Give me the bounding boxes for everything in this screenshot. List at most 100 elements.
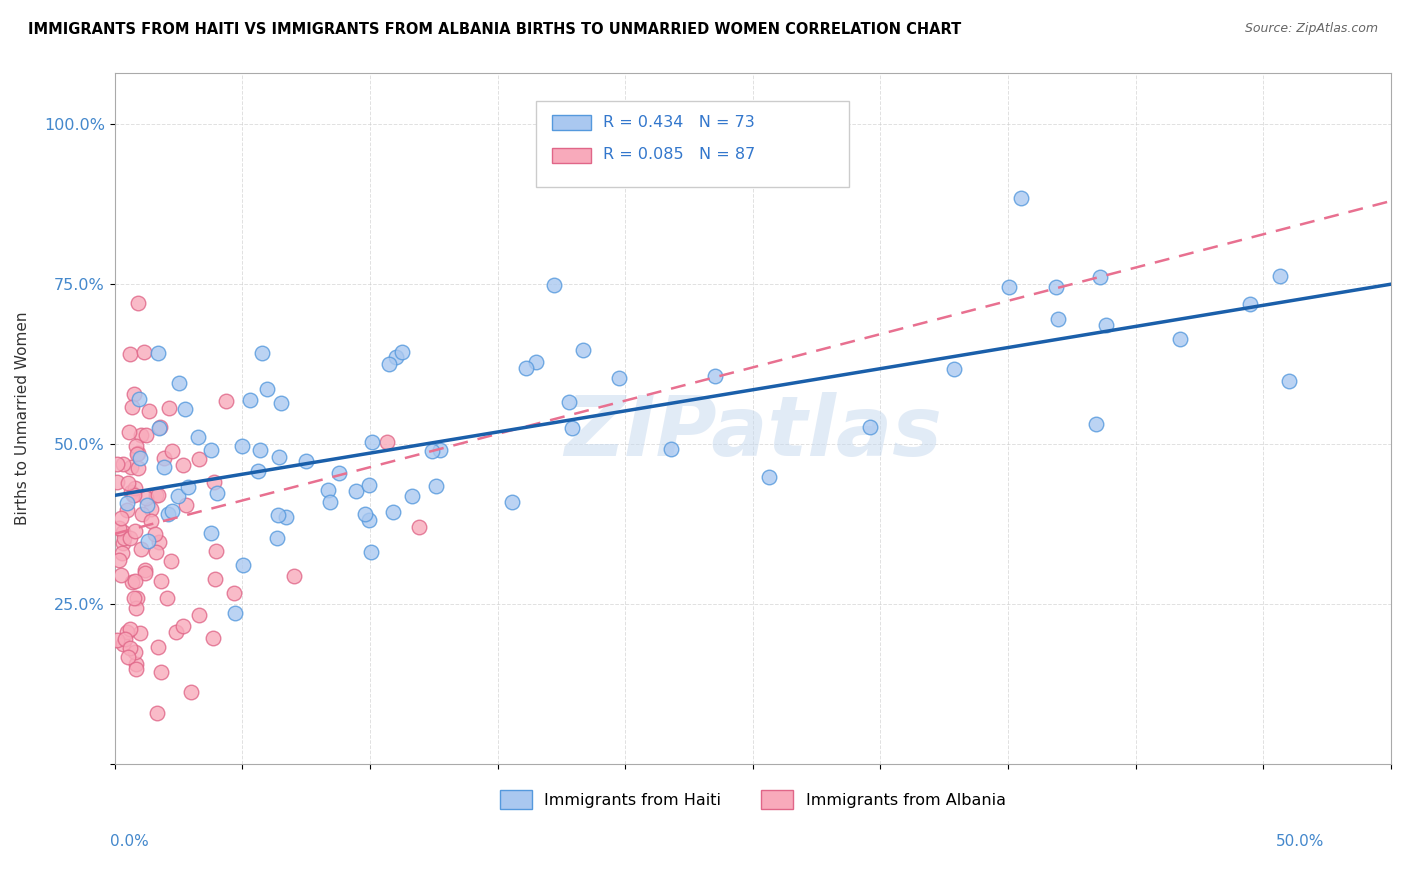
Point <box>127 296 149 310</box>
Point <box>129 427 152 442</box>
Point <box>359 477 381 491</box>
Point <box>124 645 146 659</box>
Point <box>120 460 142 475</box>
Point <box>543 278 565 293</box>
Point <box>122 591 145 606</box>
Point <box>148 421 170 435</box>
Point <box>129 541 152 556</box>
Point <box>128 392 150 406</box>
Point <box>187 608 209 623</box>
Point <box>239 392 262 407</box>
FancyBboxPatch shape <box>536 101 849 187</box>
Point <box>200 525 222 540</box>
Y-axis label: Births to Unmarried Women: Births to Unmarried Women <box>15 312 30 525</box>
Point <box>122 488 145 502</box>
Point <box>115 503 138 517</box>
Point <box>134 566 156 580</box>
Point <box>267 508 290 522</box>
Point <box>148 535 170 549</box>
Point <box>250 346 273 360</box>
Point <box>136 534 159 549</box>
Point <box>135 491 157 505</box>
Point <box>127 591 149 605</box>
Point <box>129 451 152 466</box>
Point <box>232 558 254 573</box>
Point <box>319 495 342 509</box>
Point <box>105 632 128 647</box>
Point <box>1239 296 1261 310</box>
Point <box>117 476 139 491</box>
Point <box>357 513 380 527</box>
Point <box>283 569 305 583</box>
Point <box>121 574 143 589</box>
Point <box>125 662 148 676</box>
Point <box>998 280 1021 294</box>
Point <box>118 623 141 637</box>
Point <box>408 520 430 534</box>
Point <box>173 402 195 417</box>
Point <box>146 706 169 720</box>
Point <box>501 495 523 509</box>
Point <box>1168 332 1191 346</box>
Point <box>111 637 134 651</box>
Point <box>134 563 156 577</box>
Point <box>215 393 238 408</box>
Point <box>1268 268 1291 283</box>
Point <box>524 354 547 368</box>
Point <box>149 420 172 434</box>
Point <box>129 626 152 640</box>
Text: ZIPatlas: ZIPatlas <box>564 392 942 473</box>
Point <box>127 460 149 475</box>
Point <box>269 450 291 464</box>
Point <box>139 514 162 528</box>
Point <box>117 425 139 439</box>
Point <box>121 401 143 415</box>
Point <box>105 475 128 489</box>
Point <box>160 444 183 458</box>
Legend: Immigrants from Haiti, Immigrants from Albania: Immigrants from Haiti, Immigrants from A… <box>494 784 1012 815</box>
Point <box>131 507 153 521</box>
Point <box>222 585 245 599</box>
Point <box>378 357 401 371</box>
Point <box>108 521 131 535</box>
Point <box>295 453 318 467</box>
Point <box>382 505 405 519</box>
Point <box>704 368 727 383</box>
Point <box>125 439 148 453</box>
Point <box>145 545 167 559</box>
Point <box>515 360 537 375</box>
Point <box>758 470 780 484</box>
Point <box>425 479 447 493</box>
Point <box>156 591 179 606</box>
Point <box>231 439 253 453</box>
Point <box>187 430 209 444</box>
Bar <box>553 148 591 163</box>
Point <box>200 442 222 457</box>
Point <box>572 343 595 357</box>
Point <box>120 484 142 499</box>
Point <box>146 346 169 360</box>
Point <box>204 572 226 586</box>
Point <box>266 531 288 545</box>
Point <box>167 490 190 504</box>
Point <box>157 507 180 521</box>
Point <box>127 446 149 460</box>
Text: R = 0.085   N = 87: R = 0.085 N = 87 <box>603 147 755 162</box>
Point <box>145 488 167 502</box>
Point <box>561 421 583 435</box>
Point <box>153 450 176 465</box>
Point <box>110 511 132 525</box>
Text: R = 0.434   N = 73: R = 0.434 N = 73 <box>603 114 755 129</box>
Point <box>125 657 148 671</box>
Point <box>202 631 225 645</box>
Point <box>187 452 209 467</box>
Point <box>1095 318 1118 332</box>
Point <box>112 535 135 549</box>
Point <box>1010 192 1032 206</box>
Point <box>159 554 181 568</box>
Point <box>204 543 226 558</box>
Point <box>112 524 135 539</box>
Point <box>157 401 180 415</box>
Point <box>111 546 134 560</box>
Point <box>120 532 142 546</box>
